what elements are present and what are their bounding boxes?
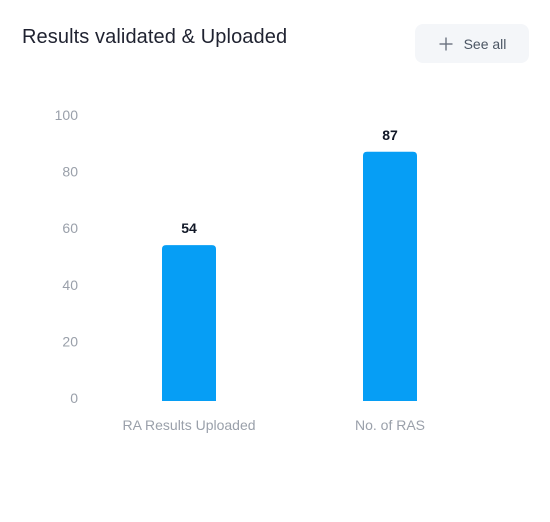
y-tick-label: 60 bbox=[62, 220, 78, 236]
y-tick-label: 100 bbox=[55, 107, 79, 123]
y-tick-label: 40 bbox=[62, 277, 78, 293]
x-axis-labels: RA Results Uploaded No. of RAS bbox=[122, 417, 425, 433]
y-tick-label: 0 bbox=[70, 390, 78, 406]
see-all-label: See all bbox=[463, 35, 507, 52]
bars bbox=[162, 151, 417, 401]
plus-icon bbox=[439, 37, 453, 50]
bar[interactable] bbox=[162, 245, 216, 401]
see-all-button[interactable]: See all bbox=[415, 24, 529, 63]
y-tick-label: 80 bbox=[62, 164, 78, 180]
bar[interactable] bbox=[363, 151, 417, 401]
data-labels: 54 87 bbox=[181, 127, 398, 236]
x-category-label: No. of RAS bbox=[355, 417, 425, 433]
y-axis-ticks: 0 20 40 60 80 100 bbox=[55, 107, 79, 406]
y-tick-label: 20 bbox=[62, 333, 78, 349]
bar-value-label: 87 bbox=[382, 127, 398, 143]
chart-title: Results validated & Uploaded bbox=[22, 26, 288, 48]
x-category-label: RA Results Uploaded bbox=[122, 417, 255, 433]
bar-value-label: 54 bbox=[181, 220, 197, 236]
